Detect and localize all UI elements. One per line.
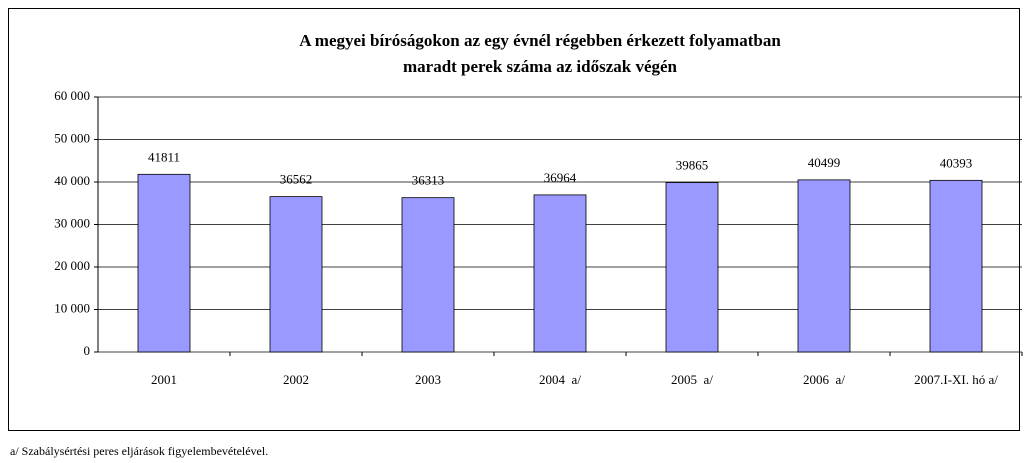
bar xyxy=(797,179,851,353)
data-label: 41811 xyxy=(148,149,180,164)
chart-title: maradt perek száma az időszak végén xyxy=(403,57,678,76)
data-label: 36964 xyxy=(544,170,577,185)
data-label: 40499 xyxy=(808,155,841,170)
x-tick-label: 2002 xyxy=(283,372,309,387)
data-label: 36562 xyxy=(280,172,313,187)
bar xyxy=(665,182,719,353)
data-label: 36313 xyxy=(412,173,445,188)
x-tick-label: 2006 a/ xyxy=(803,372,845,387)
y-tick-label: 10 000 xyxy=(54,300,90,315)
bar xyxy=(137,173,191,353)
bar xyxy=(269,196,323,353)
x-tick-label: 2007.I-XI. hó a/ xyxy=(914,372,998,387)
x-tick-label: 2004 a/ xyxy=(539,372,581,387)
data-label: 39865 xyxy=(676,158,709,173)
bar xyxy=(533,194,587,353)
x-tick-label: 2003 xyxy=(415,372,441,387)
y-tick-label: 50 000 xyxy=(54,130,90,145)
y-tick-label: 60 000 xyxy=(54,88,90,103)
y-tick-label: 40 000 xyxy=(54,173,90,188)
y-tick-label: 30 000 xyxy=(54,215,90,230)
footnote: a/ Szabálysértési peres eljárások figyel… xyxy=(10,444,268,458)
y-tick-label: 0 xyxy=(84,343,91,358)
chart-border xyxy=(8,8,1020,431)
chart-title: A megyei bíróságokon az egy évnél régebb… xyxy=(299,31,781,50)
y-tick-label: 20 000 xyxy=(54,258,90,273)
x-tick-label: 2005 a/ xyxy=(671,372,713,387)
x-tick-label: 2001 xyxy=(151,372,177,387)
bar xyxy=(401,197,455,353)
bar xyxy=(929,179,983,353)
data-label: 40393 xyxy=(940,155,973,170)
